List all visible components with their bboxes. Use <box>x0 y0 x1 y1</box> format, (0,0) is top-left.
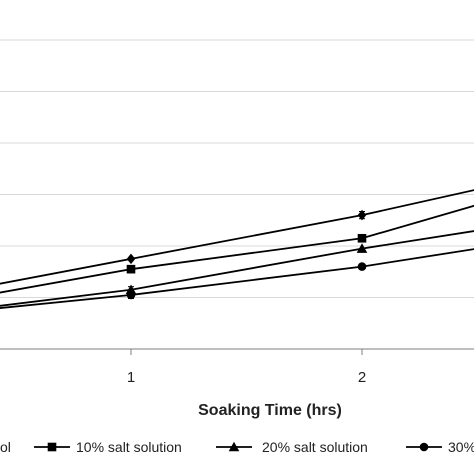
legend: ol 10% salt solution 20% salt solution 30% <box>0 439 474 455</box>
series-2 <box>0 204 474 294</box>
legend-label: 20% salt solution <box>262 439 368 455</box>
x-tick-label: 1 <box>127 369 135 386</box>
x-axis-title: Soaking Time (hrs) <box>198 402 342 419</box>
legend-item-4: 30% <box>406 439 474 455</box>
gridlines <box>0 39 474 298</box>
data-point <box>357 209 367 221</box>
series-line <box>0 248 474 309</box>
legend-label: ol <box>0 439 11 455</box>
series-4 <box>0 248 474 309</box>
data-point <box>356 243 368 253</box>
legend-marker <box>419 442 429 452</box>
legend-item-2: 10% salt solution <box>34 439 182 455</box>
series-line <box>0 189 474 285</box>
data-point <box>357 233 367 243</box>
legend-marker <box>228 441 240 452</box>
series-1 <box>0 189 474 285</box>
series-3 <box>0 230 474 307</box>
data-point <box>126 253 136 265</box>
legend-item-3: 20% salt solution <box>216 439 368 455</box>
series-group <box>0 189 474 309</box>
legend-label: 30% <box>448 439 474 455</box>
x-tick-label: 2 <box>358 369 366 386</box>
data-point <box>357 262 367 271</box>
legend-label: 10% salt solution <box>76 439 182 455</box>
series-line <box>0 230 474 307</box>
data-point <box>126 264 136 274</box>
data-point <box>126 290 136 300</box>
legend-item-1: ol <box>0 439 11 455</box>
series-line <box>0 204 474 294</box>
legend-marker <box>47 442 57 452</box>
axes <box>0 348 474 355</box>
